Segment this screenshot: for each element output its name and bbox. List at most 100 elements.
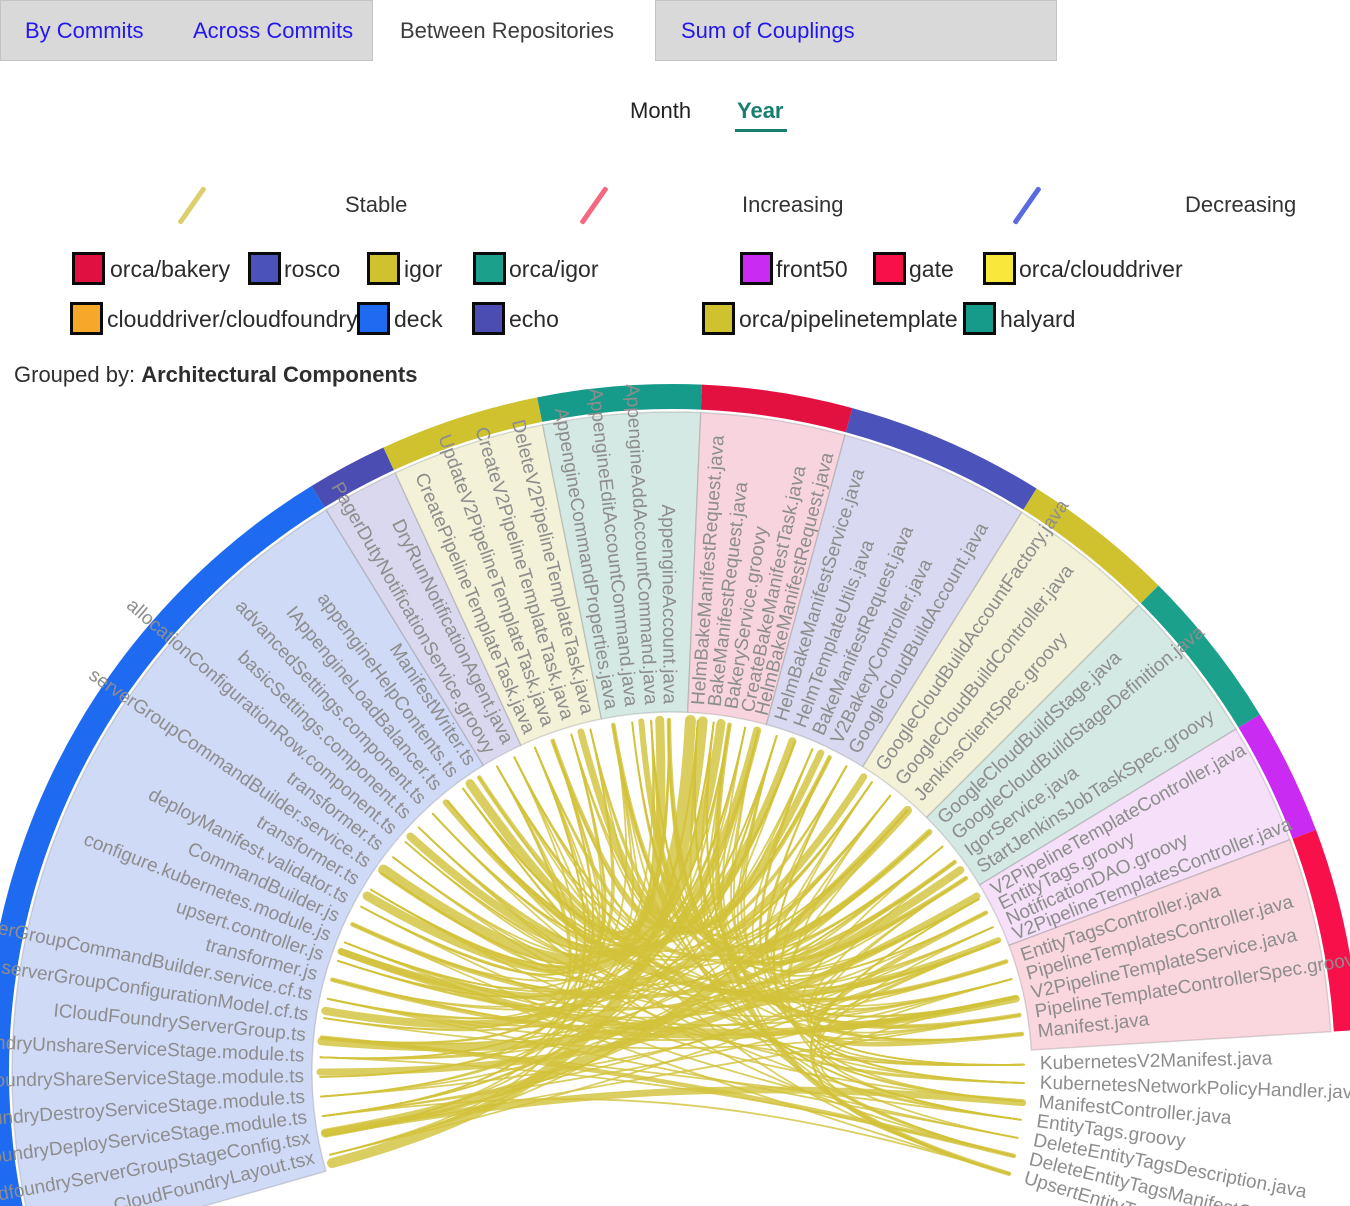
section-arc-gate[interactable]	[1292, 829, 1350, 1032]
section-arc-echo[interactable]	[311, 447, 394, 508]
section-wedge-echo[interactable]	[325, 471, 522, 767]
coupling-edge	[712, 723, 892, 940]
legend-swatch-orca-bakery	[72, 252, 105, 285]
coupling-edge	[343, 765, 848, 993]
coupling-edge	[733, 729, 1010, 1175]
legend-label: front50	[776, 256, 848, 282]
coupling-edge	[321, 1098, 1010, 1175]
section-arc-halyard[interactable]	[537, 384, 703, 422]
tab-across-commits[interactable]: Across Commits	[193, 18, 354, 43]
tab-by-commits[interactable]: By Commits	[25, 18, 144, 43]
legend-label: igor	[404, 256, 443, 282]
period-option-year[interactable]: Year	[737, 98, 784, 123]
stable-line-icon	[177, 186, 207, 225]
coupling-edge	[820, 978, 1025, 1084]
tab-sum-of-couplings[interactable]: Sum of Couplings	[681, 18, 855, 43]
legend-swatch-front50	[740, 252, 773, 285]
coupling-edge	[321, 726, 762, 1029]
period-year-underline	[735, 129, 787, 132]
coupling-edge	[321, 1086, 1027, 1137]
coupling-edge	[319, 940, 1000, 1098]
section-arc-orca-pipelinetemplate[interactable]	[383, 397, 543, 471]
section-arc-deck[interactable]	[0, 486, 325, 1206]
coupling-edge	[631, 721, 1015, 1157]
coupling-edge	[809, 898, 1010, 1175]
coupling-edge	[694, 720, 1013, 1007]
legend-swatch-deck	[357, 302, 390, 335]
period-option-month[interactable]: Month	[630, 98, 692, 123]
coupling-edge	[321, 735, 778, 1118]
coupling-edge	[577, 728, 825, 934]
legend-swatch-orca-pipelinetemplate	[702, 302, 735, 335]
coupling-edge	[465, 715, 666, 940]
legend-label: echo	[509, 306, 559, 332]
legend-label: gate	[909, 256, 954, 282]
legend-label: clouddriver/cloudfoundry	[107, 306, 358, 332]
coupling-edge	[316, 892, 981, 1076]
file-label[interactable]: AppengineAccount.java	[657, 504, 680, 704]
coupling-edge	[321, 978, 1013, 1118]
section-wedge-gate[interactable]	[1008, 838, 1332, 1051]
legend-swatch-gate	[873, 252, 906, 285]
coupling-diagram: ManifestWriter.tsappengineHelpContents.t…	[0, 383, 1350, 1206]
legend-label: rosco	[284, 256, 341, 282]
legend-swatch-igor	[367, 252, 400, 285]
section-wedge-deck[interactable]	[11, 508, 485, 1206]
increasing-line-icon	[579, 186, 609, 225]
section-wedge-rosco[interactable]	[765, 434, 1023, 768]
stable-label: Stable	[345, 192, 408, 217]
coupling-edge	[337, 773, 868, 1001]
file-label[interactable]: KubernetesV2Manifest.java	[1040, 1048, 1273, 1074]
tab-between-repositories[interactable]: Between Repositories	[400, 18, 615, 43]
legend-swatch-orca-clouddriver	[983, 252, 1016, 285]
increasing-label: Increasing	[742, 192, 844, 217]
legend-label: halyard	[1000, 306, 1076, 332]
coupling-edge	[360, 905, 1024, 1103]
coupling-edge	[773, 765, 1025, 1084]
section-arc-igor[interactable]	[1023, 488, 1159, 604]
section-wedge-orca-bakery[interactable]	[686, 411, 846, 726]
coupling-edge	[787, 809, 987, 987]
coupling-edge	[442, 799, 1002, 998]
tab-strip-right	[655, 0, 1057, 61]
legend-label: orca/igor	[509, 256, 599, 282]
legend-swatch-echo	[472, 302, 505, 335]
legend-label: orca/bakery	[110, 256, 231, 282]
coupling-edge	[808, 877, 1021, 1034]
coupling-edge	[323, 781, 873, 1032]
coupling-edge	[319, 1056, 1015, 1157]
coupling-edge	[714, 729, 796, 929]
coupling-edge	[362, 718, 726, 975]
legend-swatch-halyard	[963, 302, 996, 335]
grouped-by-value: Architectural Components	[141, 362, 418, 387]
coupling-edge	[406, 737, 797, 957]
coupling-edge	[351, 923, 1019, 1139]
coupling-edge	[809, 877, 1024, 1103]
legend-label: orca/pipelinetemplate	[739, 306, 958, 332]
grouped-by: Grouped by: Architectural Components	[14, 362, 417, 388]
legend-swatch-rosco	[248, 252, 281, 285]
coupling-edge	[343, 941, 1013, 1027]
section-wedge-orca-igor[interactable]	[925, 604, 1237, 886]
legend-swatch-clouddriver-cloudfoundry	[70, 302, 103, 335]
section-arc-front50[interactable]	[1238, 714, 1317, 839]
coupling-edge	[638, 718, 933, 952]
legend-swatch-orca-igor	[473, 252, 506, 285]
coupling-edge	[612, 724, 1022, 1121]
coupling-edge	[317, 866, 965, 1052]
legend-label: deck	[394, 306, 443, 332]
decreasing-line-icon	[1012, 186, 1042, 225]
coupling-edge	[764, 765, 956, 966]
coupling-edge	[417, 826, 1015, 1157]
decreasing-label: Decreasing	[1185, 192, 1297, 217]
grouped-by-label: Grouped by:	[14, 362, 136, 387]
coupling-edge	[328, 748, 814, 1156]
legend-label: orca/clouddriver	[1019, 256, 1183, 282]
section-arc-orca-igor[interactable]	[1140, 585, 1260, 728]
section-arc-orca-bakery[interactable]	[700, 384, 853, 433]
section-arc-rosco[interactable]	[845, 408, 1037, 510]
tab-strip-left	[0, 0, 373, 61]
coupling-edge	[326, 716, 708, 1169]
file-label[interactable]: cloudfoundryShareServiceStage.module.ts	[0, 1066, 304, 1092]
